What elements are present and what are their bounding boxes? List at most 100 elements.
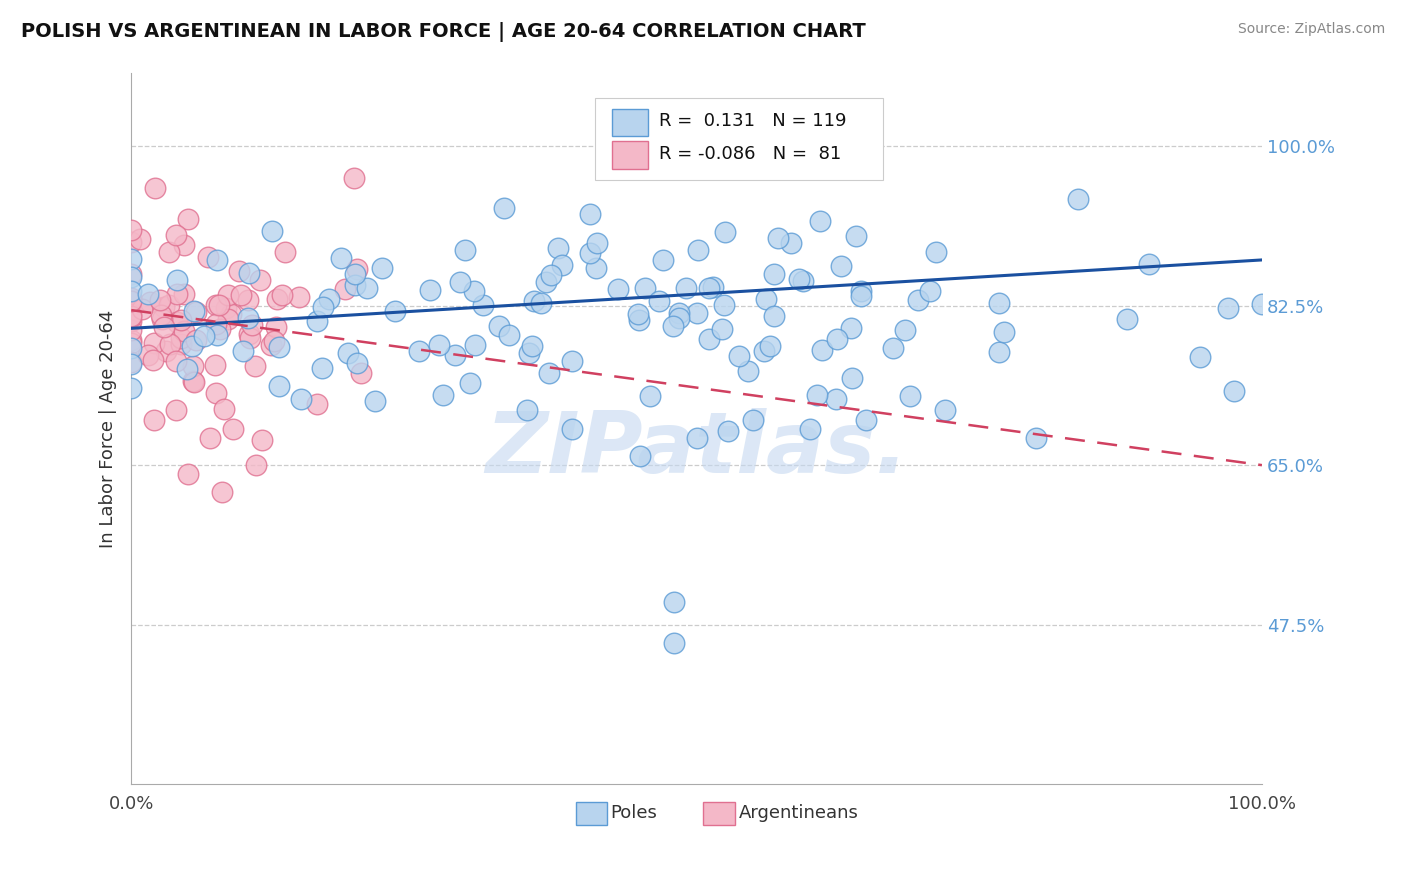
Point [579,246,602,260]
Point [173,324,195,338]
Point [993,325,1015,339]
Point [120,323,142,337]
Point [808,214,831,228]
Point [142,412,165,426]
Point [606,282,628,296]
Point [699,281,721,295]
Point [540,268,562,283]
Point [762,267,785,281]
Point [312,300,335,314]
Point [120,269,142,284]
Point [142,353,165,368]
Point [205,252,228,267]
Point [239,331,262,345]
Point [1223,384,1246,398]
Point [346,356,368,370]
Point [183,359,205,373]
Point [181,374,204,388]
Point [157,298,180,312]
Point [627,312,650,326]
Point [717,424,740,438]
Point [212,402,235,417]
Point [120,267,142,281]
Point [713,225,735,239]
Point [266,292,288,306]
Point [845,229,868,244]
Point [274,245,297,260]
Point [176,362,198,376]
Point [120,306,142,320]
Point [170,331,193,345]
Point [463,284,485,298]
Point [668,305,690,319]
Point [311,361,333,376]
Point [628,449,651,463]
Point [855,412,877,426]
Point [547,241,569,255]
Point [371,261,394,276]
Point [799,422,821,436]
Point [120,314,142,328]
Point [217,312,239,326]
Point [537,366,560,380]
Point [827,333,849,347]
Point [685,431,707,445]
Point [806,388,828,402]
Point [250,434,273,448]
Point [120,307,142,321]
Point [229,288,252,302]
Point [488,318,510,333]
Text: POLISH VS ARGENTINEAN IN LABOR FORCE | AGE 20-64 CORRELATION CHART: POLISH VS ARGENTINEAN IN LABOR FORCE | A… [21,22,866,42]
Point [170,337,193,351]
Point [364,394,387,409]
Point [120,381,142,395]
Point [165,353,187,368]
Point [183,304,205,318]
Point [471,298,494,312]
Point [987,296,1010,310]
Point [759,339,782,353]
Point [419,283,441,297]
Point [523,294,546,309]
Point [702,280,724,294]
Point [849,284,872,298]
Point [204,298,226,312]
Point [205,328,228,343]
Point [120,293,142,307]
Point [638,389,661,403]
FancyBboxPatch shape [703,802,735,825]
Point [1025,431,1047,445]
Point [697,332,720,346]
Point [882,341,904,355]
Point [516,403,538,417]
Point [530,296,553,310]
Point [318,292,340,306]
FancyBboxPatch shape [595,98,883,179]
Point [120,354,142,368]
Point [934,403,956,417]
Point [120,341,142,355]
Point [432,388,454,402]
Text: R = -0.086   N =  81: R = -0.086 N = 81 [659,145,842,163]
Point [155,344,177,359]
Point [215,301,238,315]
Point [737,364,759,378]
Point [211,485,233,500]
Point [849,288,872,302]
Point [924,245,946,260]
Point [170,313,193,327]
Point [839,320,862,334]
Point [148,293,170,308]
Point [307,397,329,411]
Point [662,595,685,609]
Point [742,412,765,426]
Point [520,338,543,352]
Point [287,290,309,304]
Point [780,236,803,251]
Point [249,273,271,287]
Point [830,259,852,273]
FancyBboxPatch shape [612,109,648,136]
Point [578,207,600,221]
Point [634,281,657,295]
Point [762,309,785,323]
